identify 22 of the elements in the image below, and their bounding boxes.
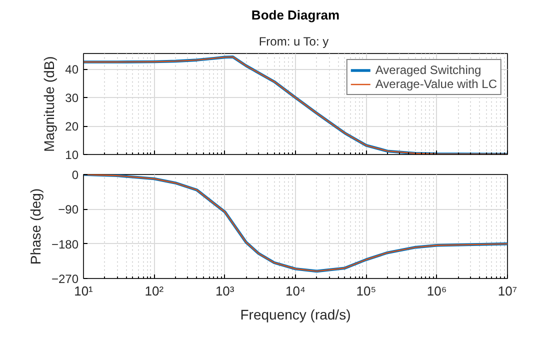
y-tick-label: −90 [58,202,79,217]
x-tick-label: 10⁵ [356,284,376,298]
x-axis-title: Frequency (rad/s) [240,306,351,322]
x-tick-label: 10⁶ [426,284,447,298]
y-tick-label: 10 [65,148,79,162]
y-tick-label: −180 [51,237,79,252]
legend-label: Average-Value with LC [375,77,497,91]
chart-subtitle: From: u To: y [258,34,329,48]
chart-title: Bode Diagram [251,8,340,22]
x-tick-label: 10³ [215,284,235,298]
x-tick-label: 10¹ [74,284,94,298]
legend-label: Averaged Switching [375,63,482,77]
y-tick-label: 40 [65,62,79,77]
x-tick-label: 10⁴ [285,284,306,298]
y-tick-label: 30 [65,91,79,106]
y-axis-title: Magnitude (dB) [41,56,58,152]
y-tick-label: 0 [72,168,79,182]
x-tick-label: 10² [144,284,164,298]
y-tick-label: −270 [51,272,79,286]
y-tick-label: 20 [65,120,79,134]
y-axis-title: Phase (deg) [27,188,44,265]
x-tick-label: 10⁷ [498,284,518,298]
